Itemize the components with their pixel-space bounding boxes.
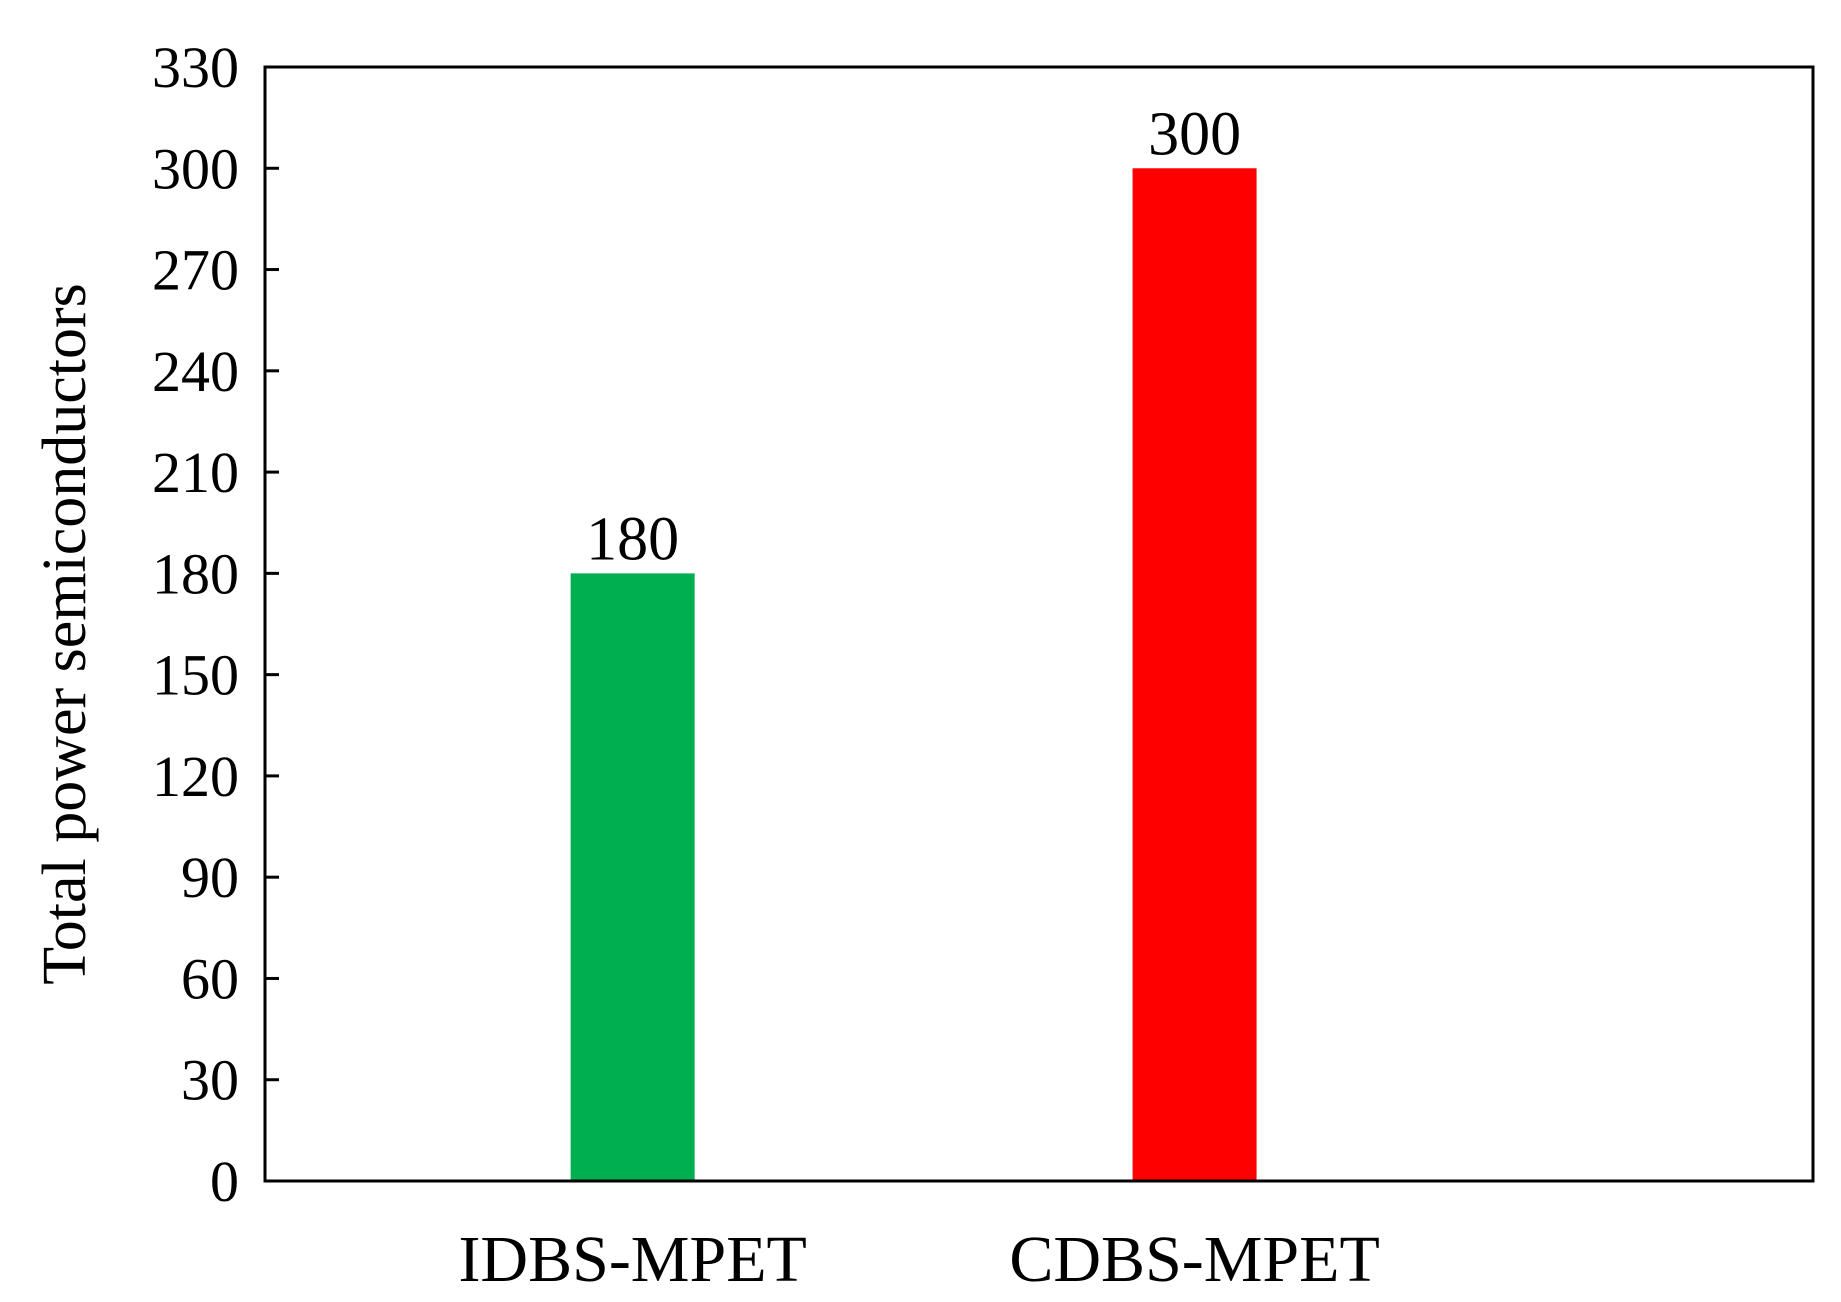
- x-tick-label-idbs-mpet: IDBS-MPET: [458, 1223, 806, 1296]
- data-label-idbs-mpet: 180: [586, 505, 679, 573]
- y-tick-label-60: 60: [181, 946, 239, 1011]
- bar-idbs-mpet: [570, 573, 695, 1181]
- y-tick-label-0: 0: [210, 1149, 239, 1214]
- y-tick-label-90: 90: [181, 845, 239, 910]
- y-tick-label-240: 240: [152, 339, 239, 404]
- axis-layer: [263, 65, 1815, 1183]
- labels-layer: 180 IDBS-MPET 300 CDBS-MPET 0 30 60 90 120 150 180…: [152, 35, 1380, 1296]
- y-tick-label-210: 210: [152, 440, 239, 505]
- y-tick-label-270: 270: [152, 238, 239, 303]
- bars-layer: [570, 168, 1257, 1182]
- x-tick-label-cdbs-mpet: CDBS-MPET: [1009, 1223, 1379, 1296]
- y-tick-label-180: 180: [152, 541, 239, 606]
- y-tick-label-300: 300: [152, 136, 239, 201]
- y-tick-label-30: 30: [181, 1048, 239, 1113]
- data-label-cdbs-mpet: 300: [1148, 100, 1241, 168]
- y-tick-label-330: 330: [152, 35, 239, 100]
- plot-frame: [263, 65, 1815, 1183]
- y-tick-label-150: 150: [152, 643, 239, 708]
- y-tick-label-120: 120: [152, 744, 239, 809]
- y-axis-title: Total power semiconductors: [31, 283, 99, 985]
- bar-cdbs-mpet: [1132, 168, 1257, 1182]
